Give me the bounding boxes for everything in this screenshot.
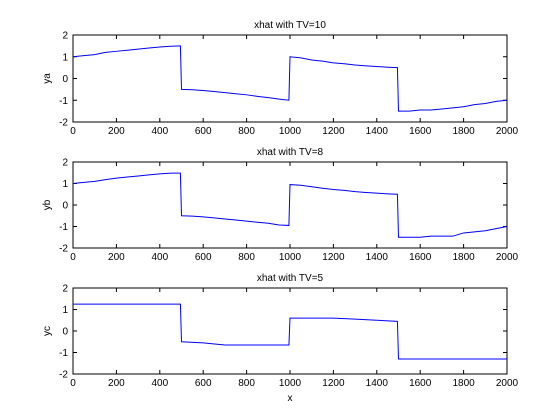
x-tick-label: 0 bbox=[70, 126, 76, 137]
axes-frame bbox=[72, 161, 508, 249]
x-tick-label: 1000 bbox=[279, 378, 302, 389]
x-tick-label: 1800 bbox=[452, 126, 475, 137]
x-tick-label: 0 bbox=[70, 252, 76, 263]
x-tick-label: 2000 bbox=[496, 252, 519, 263]
y-axis-label: ya bbox=[42, 73, 53, 84]
x-tick-label: 800 bbox=[238, 252, 255, 263]
x-tick-label: 1000 bbox=[279, 126, 302, 137]
y-tick-label: 0 bbox=[62, 327, 68, 338]
y-tick-label: 2 bbox=[62, 158, 68, 169]
x-tick-label: 200 bbox=[108, 252, 125, 263]
y-tick-label: 0 bbox=[62, 74, 68, 85]
y-tick-label: -2 bbox=[59, 118, 68, 129]
series-line bbox=[73, 303, 507, 360]
x-tick-label: 200 bbox=[108, 126, 125, 137]
y-tick-label: -1 bbox=[59, 222, 68, 233]
x-tick-label: 2000 bbox=[496, 378, 519, 389]
x-tick-label: 1600 bbox=[409, 126, 432, 137]
series-line bbox=[72, 45, 508, 112]
y-tick-label: -2 bbox=[59, 370, 68, 381]
x-tick-label: 1400 bbox=[366, 126, 389, 137]
x-tick-label: 400 bbox=[151, 252, 168, 263]
y-axis-label: yb bbox=[42, 199, 53, 210]
x-tick-label: 800 bbox=[238, 126, 255, 137]
x-tick-label: 1400 bbox=[366, 252, 389, 263]
subplot-yc: xhat with TV=5 yc x 0 200 400 600 800 1000 120… bbox=[42, 273, 519, 404]
subplot-ya: xhat with TV=10 ya 0 200 400 600 800 1000 1200… bbox=[42, 20, 519, 137]
axis-ticks: 0 200 400 600 800 1000 1200 1400 1600 1800 2000 -2 -… bbox=[59, 31, 518, 138]
series-line bbox=[72, 172, 508, 238]
x-tick-label: 1400 bbox=[366, 378, 389, 389]
y-tick-label: 0 bbox=[62, 201, 68, 212]
x-tick-label: 1600 bbox=[409, 378, 432, 389]
y-tick-label: 2 bbox=[62, 31, 68, 42]
x-tick-label: 1000 bbox=[279, 252, 302, 263]
x-tick-label: 2000 bbox=[496, 126, 519, 137]
x-tick-label: 400 bbox=[151, 126, 168, 137]
x-tick-label: 0 bbox=[70, 378, 76, 389]
y-tick-label: -2 bbox=[59, 244, 68, 255]
x-tick-label: 600 bbox=[195, 252, 212, 263]
x-tick-label: 1200 bbox=[322, 252, 345, 263]
axes-frame bbox=[72, 34, 508, 123]
plot-title: xhat with TV=5 bbox=[257, 273, 324, 284]
subplot-yb: xhat with TV=8 yb 0 200 400 600 800 1000 1200 1… bbox=[42, 147, 519, 263]
x-tick-label: 400 bbox=[151, 378, 168, 389]
axes-frame bbox=[72, 287, 508, 375]
x-tick-label: 200 bbox=[108, 378, 125, 389]
x-tick-label: 1800 bbox=[452, 378, 475, 389]
x-tick-label: 600 bbox=[195, 378, 212, 389]
y-tick-label: -1 bbox=[59, 96, 68, 107]
axis-ticks: 0 200 400 600 800 1000 1200 1400 1600 1800 2000 -2 -… bbox=[59, 284, 518, 390]
y-tick-label: 1 bbox=[62, 179, 68, 190]
y-tick-label: 2 bbox=[62, 284, 68, 295]
plot-title: xhat with TV=8 bbox=[257, 147, 324, 158]
y-tick-label: 1 bbox=[62, 52, 68, 63]
x-tick-label: 1200 bbox=[322, 126, 345, 137]
y-tick-label: -1 bbox=[59, 348, 68, 359]
x-tick-label: 1600 bbox=[409, 252, 432, 263]
plot-title: xhat with TV=10 bbox=[254, 20, 326, 31]
axis-ticks: 0 200 400 600 800 1000 1200 1400 1600 1800 2000 -2 -… bbox=[59, 158, 518, 264]
x-axis-label: x bbox=[288, 393, 293, 404]
x-tick-label: 1200 bbox=[322, 378, 345, 389]
x-tick-label: 800 bbox=[238, 378, 255, 389]
x-tick-label: 600 bbox=[195, 126, 212, 137]
y-axis-label: yc bbox=[42, 326, 53, 336]
y-tick-label: 1 bbox=[62, 305, 68, 316]
x-tick-label: 1800 bbox=[452, 252, 475, 263]
